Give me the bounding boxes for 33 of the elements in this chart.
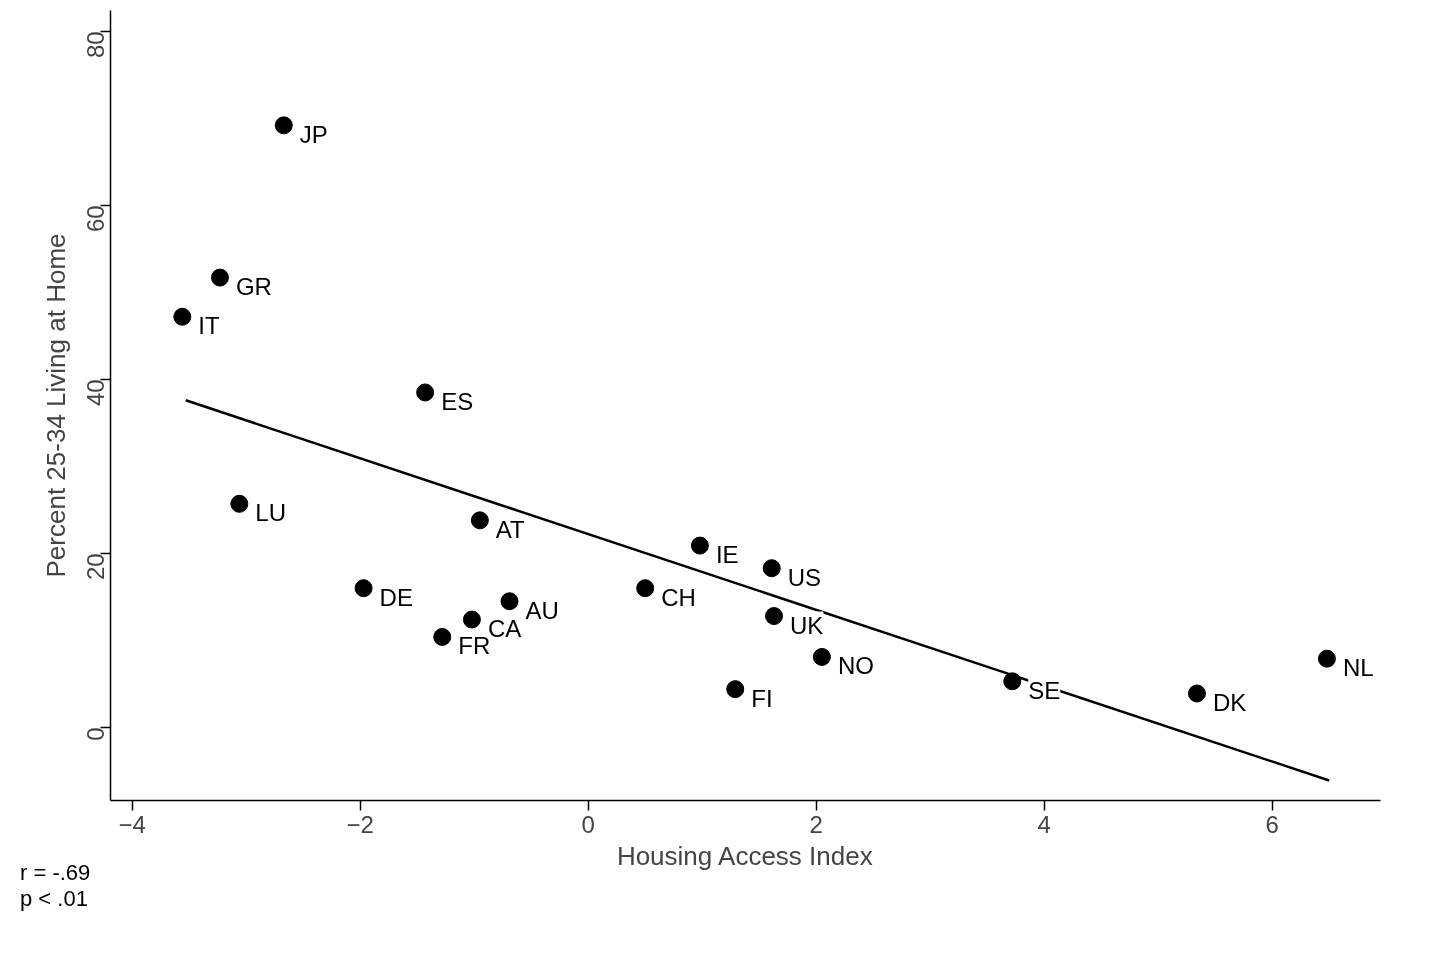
annotation: SE: [1028, 676, 1061, 704]
text: p < .01: [20, 886, 88, 911]
x-axis-title: Housing Access Index: [616, 840, 873, 871]
x-tick-label: −2: [346, 810, 374, 838]
annotation: DE: [379, 583, 413, 611]
annotation: AT: [495, 515, 526, 543]
y-tick-label: 80: [82, 31, 109, 59]
text: r = -.69: [20, 860, 91, 885]
annotation: IE: [715, 541, 739, 569]
annotation: NO: [837, 652, 874, 680]
y-tick-label: 60: [82, 205, 109, 233]
y-axis-title: Percent 25-34 Living at Home: [40, 233, 71, 578]
x-tick-label: 2: [809, 810, 823, 838]
y-tick-label: 0: [82, 727, 109, 741]
annotation: GR: [235, 273, 272, 301]
annotation: LU: [255, 499, 287, 527]
x-tick-label: 4: [1037, 810, 1051, 838]
annotation: FR: [458, 632, 491, 660]
annotation: DK: [1212, 688, 1247, 716]
annotation: AU: [525, 596, 559, 624]
annotation: ES: [441, 387, 474, 415]
annotation: CH: [661, 583, 696, 611]
annotation: US: [787, 563, 822, 591]
y-tick-label: 20: [82, 553, 109, 581]
x-tick-label: −4: [118, 810, 146, 838]
annotation: JP: [299, 120, 328, 148]
annotation: UK: [790, 611, 824, 639]
annotation: IT: [198, 312, 220, 340]
x-tick-label: 6: [1265, 810, 1279, 838]
y-tick-label: 40: [82, 379, 109, 407]
x-tick-label: 0: [581, 810, 595, 838]
annotation: FI: [751, 684, 773, 712]
annotation: NL: [1342, 654, 1374, 682]
